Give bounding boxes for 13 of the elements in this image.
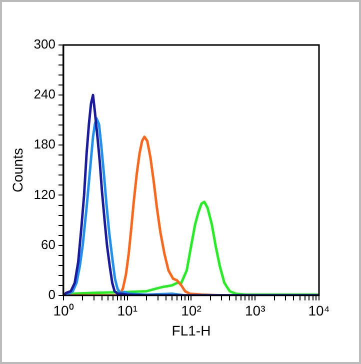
y-tick-label: 120 xyxy=(34,186,56,202)
y-axis-title: Counts xyxy=(9,148,26,192)
x-tick-label: 10⁰ xyxy=(53,302,74,319)
x-tick-label: 10² xyxy=(181,302,202,319)
x-tick-label: 10⁴ xyxy=(308,302,330,319)
y-tick-label: 240 xyxy=(34,86,56,102)
y-tick-label: 180 xyxy=(34,136,56,152)
x-axis-title: FL1-H xyxy=(172,322,211,338)
x-tick-label: 10³ xyxy=(245,302,266,319)
x-tick-label: 10¹ xyxy=(117,302,138,319)
y-tick-label: 0 xyxy=(48,286,56,302)
y-tick-label: 300 xyxy=(34,36,56,52)
y-tick-label: 60 xyxy=(41,236,56,252)
